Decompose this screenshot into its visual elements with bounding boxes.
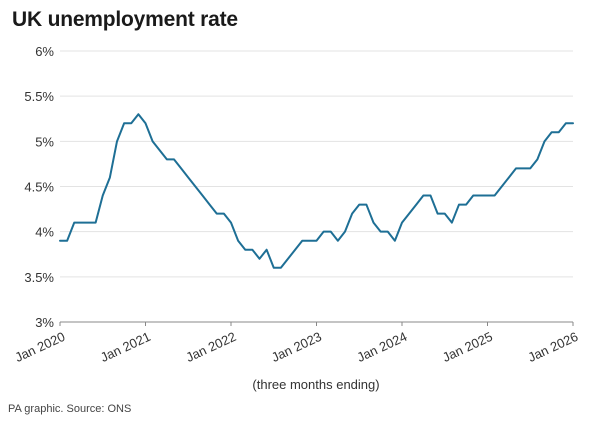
y-axis-ticks: 3% 3.5% 4% 4.5% 5% 5.5% 6% <box>24 44 54 330</box>
y-tick-label: 3.5% <box>24 270 54 285</box>
gridlines <box>60 50 573 323</box>
source-note: PA graphic. Source: ONS <box>8 403 132 415</box>
x-tick-label: Jan 2022 <box>183 329 238 365</box>
y-tick-label: 6% <box>35 44 54 59</box>
y-tick-label: 3% <box>35 315 54 330</box>
series-layer <box>59 113 574 269</box>
x-tick-label: Jan 2026 <box>525 329 580 365</box>
x-tick-label: Jan 2023 <box>269 329 324 365</box>
series-line <box>59 113 574 269</box>
y-tick-label: 4.5% <box>24 180 54 195</box>
x-tick-label: Jan 2024 <box>354 329 409 365</box>
y-tick-label: 5% <box>35 134 54 149</box>
x-axis-ticks: Jan 2020 Jan 2021 Jan 2022 Jan 2023 Jan 2024… <box>12 322 580 365</box>
x-tick-label: Jan 2021 <box>98 329 153 365</box>
x-tick-label: Jan 2025 <box>440 329 495 365</box>
chart-title: UK unemployment rate <box>12 8 238 31</box>
x-tick-label: Jan 2020 <box>12 329 67 365</box>
x-axis-title: (three months ending) <box>252 377 379 392</box>
y-tick-label: 4% <box>35 225 54 240</box>
y-tick-label: 5.5% <box>24 89 54 104</box>
